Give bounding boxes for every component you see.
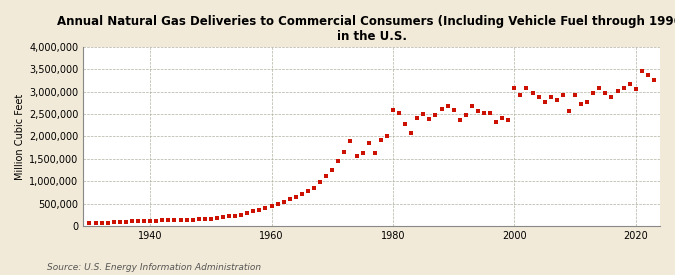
Text: Source: U.S. Energy Information Administration: Source: U.S. Energy Information Administ… [47, 263, 261, 272]
Y-axis label: Million Cubic Feet: Million Cubic Feet [15, 93, 25, 180]
Title: Annual Natural Gas Deliveries to Commercial Consumers (Including Vehicle Fuel th: Annual Natural Gas Deliveries to Commerc… [57, 15, 675, 43]
